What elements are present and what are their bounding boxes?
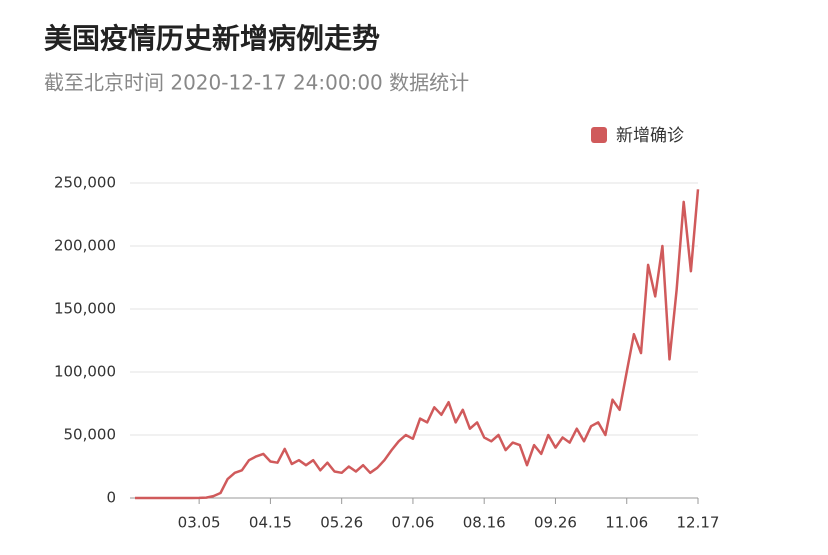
x-tick-label: 03.05 <box>178 514 221 532</box>
x-tick-label: 11.06 <box>605 514 648 532</box>
y-tick-label: 250,000 <box>54 174 116 192</box>
x-tick-label: 09.26 <box>534 514 577 532</box>
x-tick-label: 08.16 <box>463 514 506 532</box>
line-series <box>135 189 700 500</box>
chart-title: 美国疫情历史新增病例走势 <box>44 22 380 55</box>
legend-swatch <box>591 127 607 143</box>
x-tick-label: 05.26 <box>320 514 363 532</box>
x-tick-label: 04.15 <box>249 514 292 532</box>
y-tick-label: 150,000 <box>54 300 116 318</box>
y-tick-label: 0 <box>106 489 116 507</box>
chart-subtitle: 截至北京时间 2020-12-17 24:00:00 数据统计 <box>44 71 469 95</box>
y-tick-label: 200,000 <box>54 237 116 255</box>
x-tick-label: 07.06 <box>391 514 434 532</box>
y-tick-label: 50,000 <box>64 426 117 444</box>
legend-label: 新增确诊 <box>616 126 684 146</box>
x-tick-label: 12.17 <box>677 514 720 532</box>
y-tick-label: 100,000 <box>54 363 116 381</box>
